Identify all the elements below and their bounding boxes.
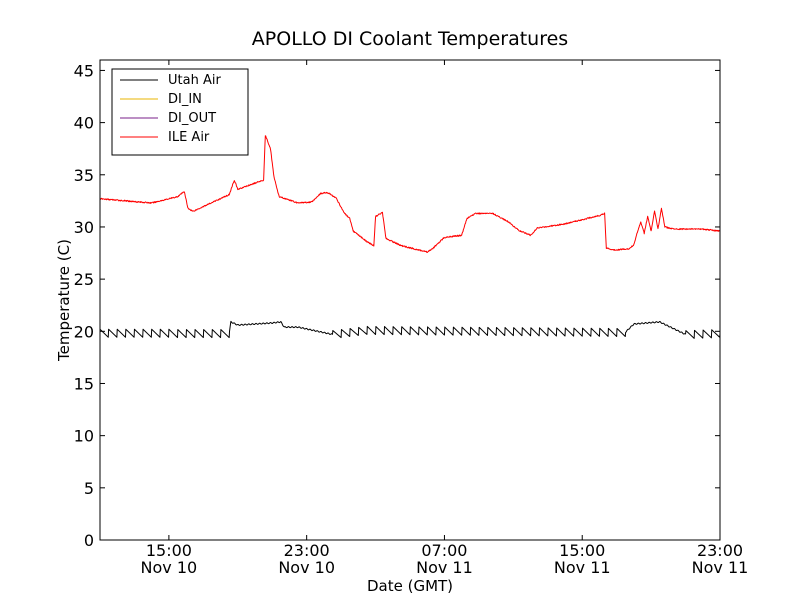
x-tick-time-label: 23:00 <box>697 541 743 560</box>
x-tick-date-label: Nov 11 <box>554 558 611 577</box>
legend: Utah Air DI_IN DI_OUT ILE Air <box>111 68 249 156</box>
legend-label: DI_IN <box>168 92 202 107</box>
legend-label: Utah Air <box>168 73 221 88</box>
y-tick-label: 15 <box>74 374 94 393</box>
series-line-utah-air <box>99 320 721 339</box>
y-tick-label: 35 <box>74 166 94 185</box>
x-tick-date-label: Nov 10 <box>141 558 198 577</box>
x-tick-time-label: 07:00 <box>421 541 467 560</box>
y-axis-label: Temperature (C) <box>55 239 73 362</box>
y-tick-label: 0 <box>84 531 94 550</box>
legend-label: DI_OUT <box>168 111 216 126</box>
y-tick-label: 30 <box>74 218 94 237</box>
series-line-ile-air <box>99 135 721 253</box>
y-tick-label: 5 <box>84 479 94 498</box>
x-tick-time-label: 15:00 <box>146 541 192 560</box>
x-axis-label: Date (GMT) <box>367 577 453 595</box>
chart-title: APOLLO DI Coolant Temperatures <box>252 28 568 50</box>
x-tick-time-label: 23:00 <box>284 541 330 560</box>
x-tick-date-label: Nov 11 <box>416 558 473 577</box>
legend-box <box>111 68 249 156</box>
y-tick-label: 25 <box>74 270 94 289</box>
plot-area <box>99 135 721 339</box>
x-tick-time-label: 15:00 <box>559 541 605 560</box>
y-tick-label: 10 <box>74 427 94 446</box>
y-tick-label: 20 <box>74 322 94 341</box>
y-tick-label: 40 <box>74 114 94 133</box>
x-tick-date-label: Nov 10 <box>278 558 335 577</box>
plot-frame <box>99 59 721 541</box>
y-tick-label: 45 <box>74 61 94 80</box>
legend-label: ILE Air <box>168 130 210 145</box>
x-tick-date-label: Nov 11 <box>692 558 749 577</box>
